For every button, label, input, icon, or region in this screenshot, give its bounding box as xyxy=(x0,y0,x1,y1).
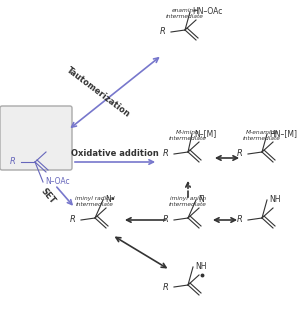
Text: HN–[M]: HN–[M] xyxy=(269,129,297,138)
Text: R: R xyxy=(160,27,166,37)
Text: iminyl radical
intermediate: iminyl radical intermediate xyxy=(75,196,115,207)
Text: N–[M]: N–[M] xyxy=(194,129,216,138)
Text: SET: SET xyxy=(39,186,57,206)
Text: HN–OAc: HN–OAc xyxy=(192,7,222,16)
Text: enamine
intermediate: enamine intermediate xyxy=(166,8,204,19)
Text: N•: N• xyxy=(105,195,115,204)
Text: R: R xyxy=(10,158,16,167)
Text: N–OAc: N–OAc xyxy=(45,177,70,186)
Text: iminyl anion
intermediate: iminyl anion intermediate xyxy=(169,196,207,207)
FancyBboxPatch shape xyxy=(0,106,72,170)
Text: R: R xyxy=(163,149,169,158)
Text: NH: NH xyxy=(195,262,206,271)
Text: R: R xyxy=(237,149,243,158)
Text: NH: NH xyxy=(269,195,281,204)
Text: R: R xyxy=(70,216,76,225)
Text: R: R xyxy=(237,216,243,225)
Text: Tautomerization: Tautomerization xyxy=(64,65,132,119)
Text: R: R xyxy=(163,282,169,291)
Text: M-imino
intermediate: M-imino intermediate xyxy=(169,130,207,141)
Text: Oxidative addition: Oxidative addition xyxy=(71,149,159,158)
Text: N̅: N̅ xyxy=(198,195,204,204)
Text: M-enamide
intermediate: M-enamide intermediate xyxy=(243,130,281,141)
Text: R: R xyxy=(163,216,169,225)
